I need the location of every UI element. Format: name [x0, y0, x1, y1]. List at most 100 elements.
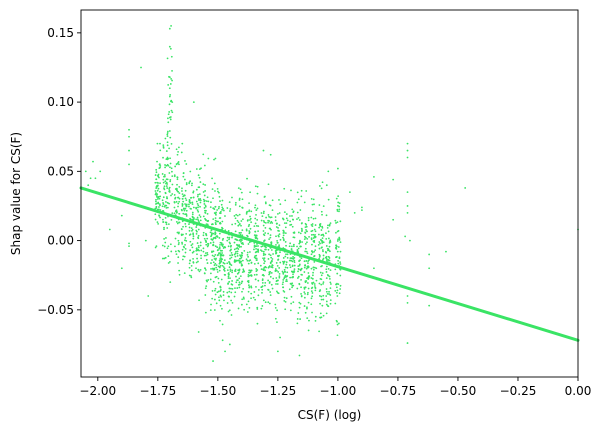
data-point [289, 266, 292, 269]
data-point [165, 223, 168, 226]
data-point [166, 132, 169, 134]
data-point [257, 249, 260, 252]
data-point [312, 266, 315, 269]
data-point [182, 245, 185, 248]
data-point [155, 171, 158, 174]
data-point [320, 295, 323, 298]
data-point [228, 238, 230, 241]
data-point [288, 264, 291, 266]
data-point [220, 295, 223, 298]
data-point [213, 158, 215, 161]
data-point [173, 194, 176, 196]
data-point [325, 290, 328, 293]
data-point [164, 201, 167, 203]
data-point [256, 269, 259, 271]
data-point [335, 255, 338, 258]
data-point [161, 257, 164, 260]
data-point [166, 144, 169, 147]
data-point [269, 153, 272, 156]
data-point [197, 219, 200, 222]
data-point [298, 219, 301, 221]
data-point [299, 209, 302, 211]
data-point [168, 76, 171, 79]
data-point [198, 299, 200, 302]
x-tick-label: −0.25 [500, 384, 537, 398]
data-point [210, 267, 212, 270]
data-point [464, 187, 467, 189]
data-point [211, 239, 214, 241]
data-point [268, 227, 271, 230]
data-point [256, 237, 259, 240]
data-point [275, 280, 278, 283]
data-point [268, 271, 271, 274]
data-point [339, 241, 342, 244]
data-point [292, 245, 295, 248]
data-point [336, 289, 339, 292]
data-point [170, 77, 173, 80]
data-point [230, 251, 233, 254]
data-point [217, 252, 220, 255]
data-point [445, 250, 447, 253]
data-point [328, 241, 331, 244]
data-point [168, 111, 171, 113]
data-point [218, 217, 221, 220]
data-point [234, 255, 237, 258]
data-point [215, 302, 218, 305]
data-point [285, 244, 287, 247]
data-point [262, 212, 265, 215]
data-point [338, 210, 340, 213]
data-point [274, 270, 277, 272]
data-point [235, 275, 237, 278]
data-point [303, 238, 306, 241]
data-point [313, 250, 316, 253]
data-point [261, 288, 264, 291]
data-point [254, 217, 257, 220]
data-point [329, 269, 332, 272]
data-point [300, 286, 302, 289]
data-point [311, 229, 314, 232]
data-point [335, 197, 338, 200]
data-point [269, 222, 272, 224]
data-point [169, 157, 172, 160]
data-point [163, 257, 166, 260]
data-point [165, 206, 168, 209]
data-point [199, 219, 202, 222]
data-point [207, 220, 209, 223]
regression-fit-line [79, 186, 580, 342]
data-point [226, 236, 229, 239]
data-point [264, 260, 266, 263]
data-point [190, 184, 193, 187]
data-point [191, 243, 194, 245]
data-point [184, 251, 187, 254]
data-point [297, 267, 300, 270]
data-point [324, 256, 327, 259]
data-point [278, 275, 281, 278]
data-point [264, 202, 267, 205]
data-point [178, 212, 181, 215]
data-point [159, 209, 162, 211]
data-point [233, 248, 236, 251]
data-point [217, 207, 220, 210]
data-point [156, 160, 158, 163]
scatter-points [84, 25, 579, 362]
data-point [256, 308, 259, 310]
data-point [320, 234, 323, 236]
data-point [202, 247, 205, 250]
data-point [312, 233, 315, 236]
data-point [271, 266, 274, 269]
data-point [256, 322, 259, 325]
data-point [406, 302, 409, 304]
data-point [254, 255, 257, 257]
y-tick-label: 0.15 [47, 26, 74, 40]
data-point [328, 290, 330, 293]
data-point [234, 203, 237, 206]
data-point [297, 270, 299, 273]
data-point [270, 272, 273, 274]
data-point [254, 222, 257, 225]
data-point [216, 188, 219, 190]
data-point [249, 251, 251, 253]
data-point [188, 203, 190, 206]
data-point [257, 251, 260, 253]
data-point [300, 189, 303, 192]
data-point [213, 309, 216, 311]
